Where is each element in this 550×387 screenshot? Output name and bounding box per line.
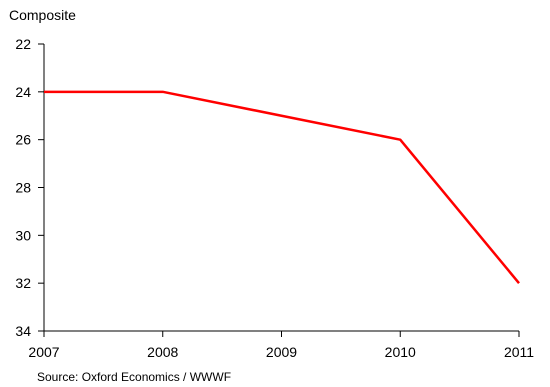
y-tick-label: 22 [15,36,31,52]
series-layer [43,90,520,284]
y-tick-label: 34 [15,323,31,339]
y-tick-label: 24 [15,84,31,100]
x-tick-label: 2010 [385,344,416,360]
y-tick-label: 28 [15,180,31,196]
y-tick-label: 30 [15,227,31,243]
y-axis: 22 24 26 28 30 32 34 [15,36,45,339]
y-tick-label: 32 [15,275,31,291]
x-tick-label: 2011 [504,344,534,360]
x-axis: 2007 2008 2009 2010 2011 [28,330,534,360]
x-tick-label: 2008 [147,344,178,360]
x-tick-label: 2009 [266,344,297,360]
y-axis-title: Composite [9,7,76,23]
x-tick-label: 2007 [28,344,59,360]
y-tick-label: 26 [15,132,31,148]
series-line [44,90,520,284]
source-note: Source: Oxford Economics / WWWF [37,370,231,384]
